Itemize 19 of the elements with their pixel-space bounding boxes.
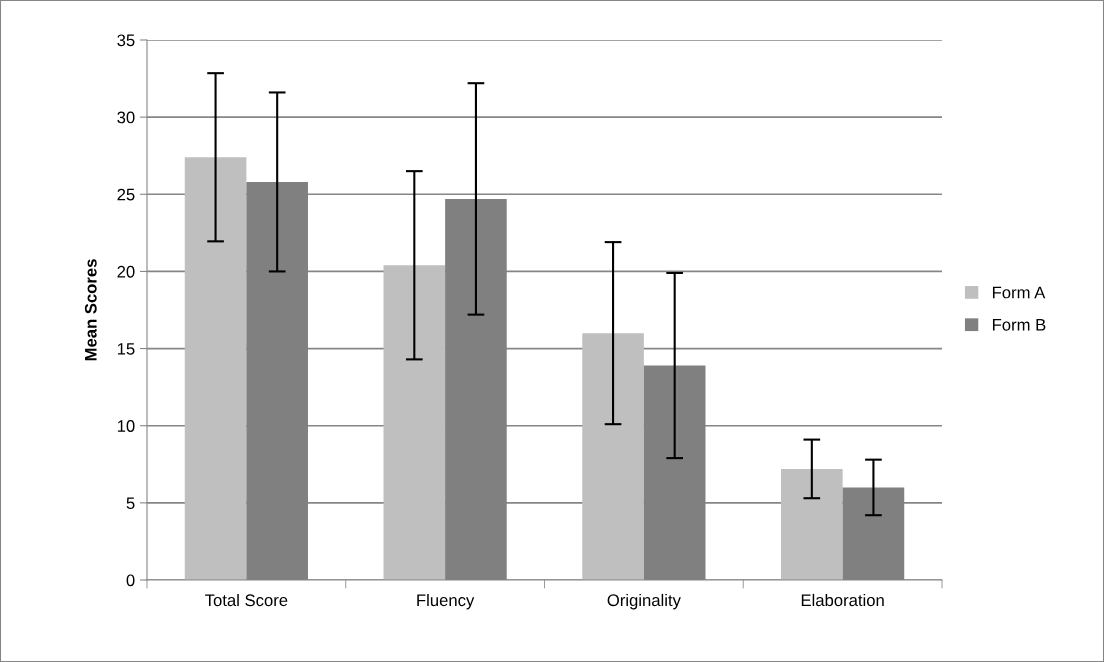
x-tick-label: Elaboration bbox=[801, 593, 884, 607]
y-axis-title: Mean Scores bbox=[84, 259, 97, 361]
bar bbox=[184, 157, 247, 580]
legend-label: Form A bbox=[992, 286, 1046, 299]
bar bbox=[582, 333, 644, 580]
bar bbox=[781, 468, 843, 580]
legend-label: Form B bbox=[992, 319, 1046, 331]
x-tick-label: Originality bbox=[607, 593, 681, 610]
y-tick-label: 15 bbox=[117, 343, 135, 355]
y-tick-label: 25 bbox=[117, 188, 135, 201]
y-tick-label: 20 bbox=[117, 265, 135, 278]
y-tick-label: 35 bbox=[117, 34, 135, 47]
y-tick-label: 30 bbox=[117, 111, 135, 124]
x-tick-label: Total Score bbox=[205, 593, 288, 607]
y-tick-label: 0 bbox=[126, 574, 135, 587]
y-tick-label: 10 bbox=[117, 420, 135, 432]
x-tick-label: Fluency bbox=[417, 593, 475, 610]
bar bbox=[383, 265, 446, 580]
y-tick-label: 5 bbox=[126, 497, 135, 510]
